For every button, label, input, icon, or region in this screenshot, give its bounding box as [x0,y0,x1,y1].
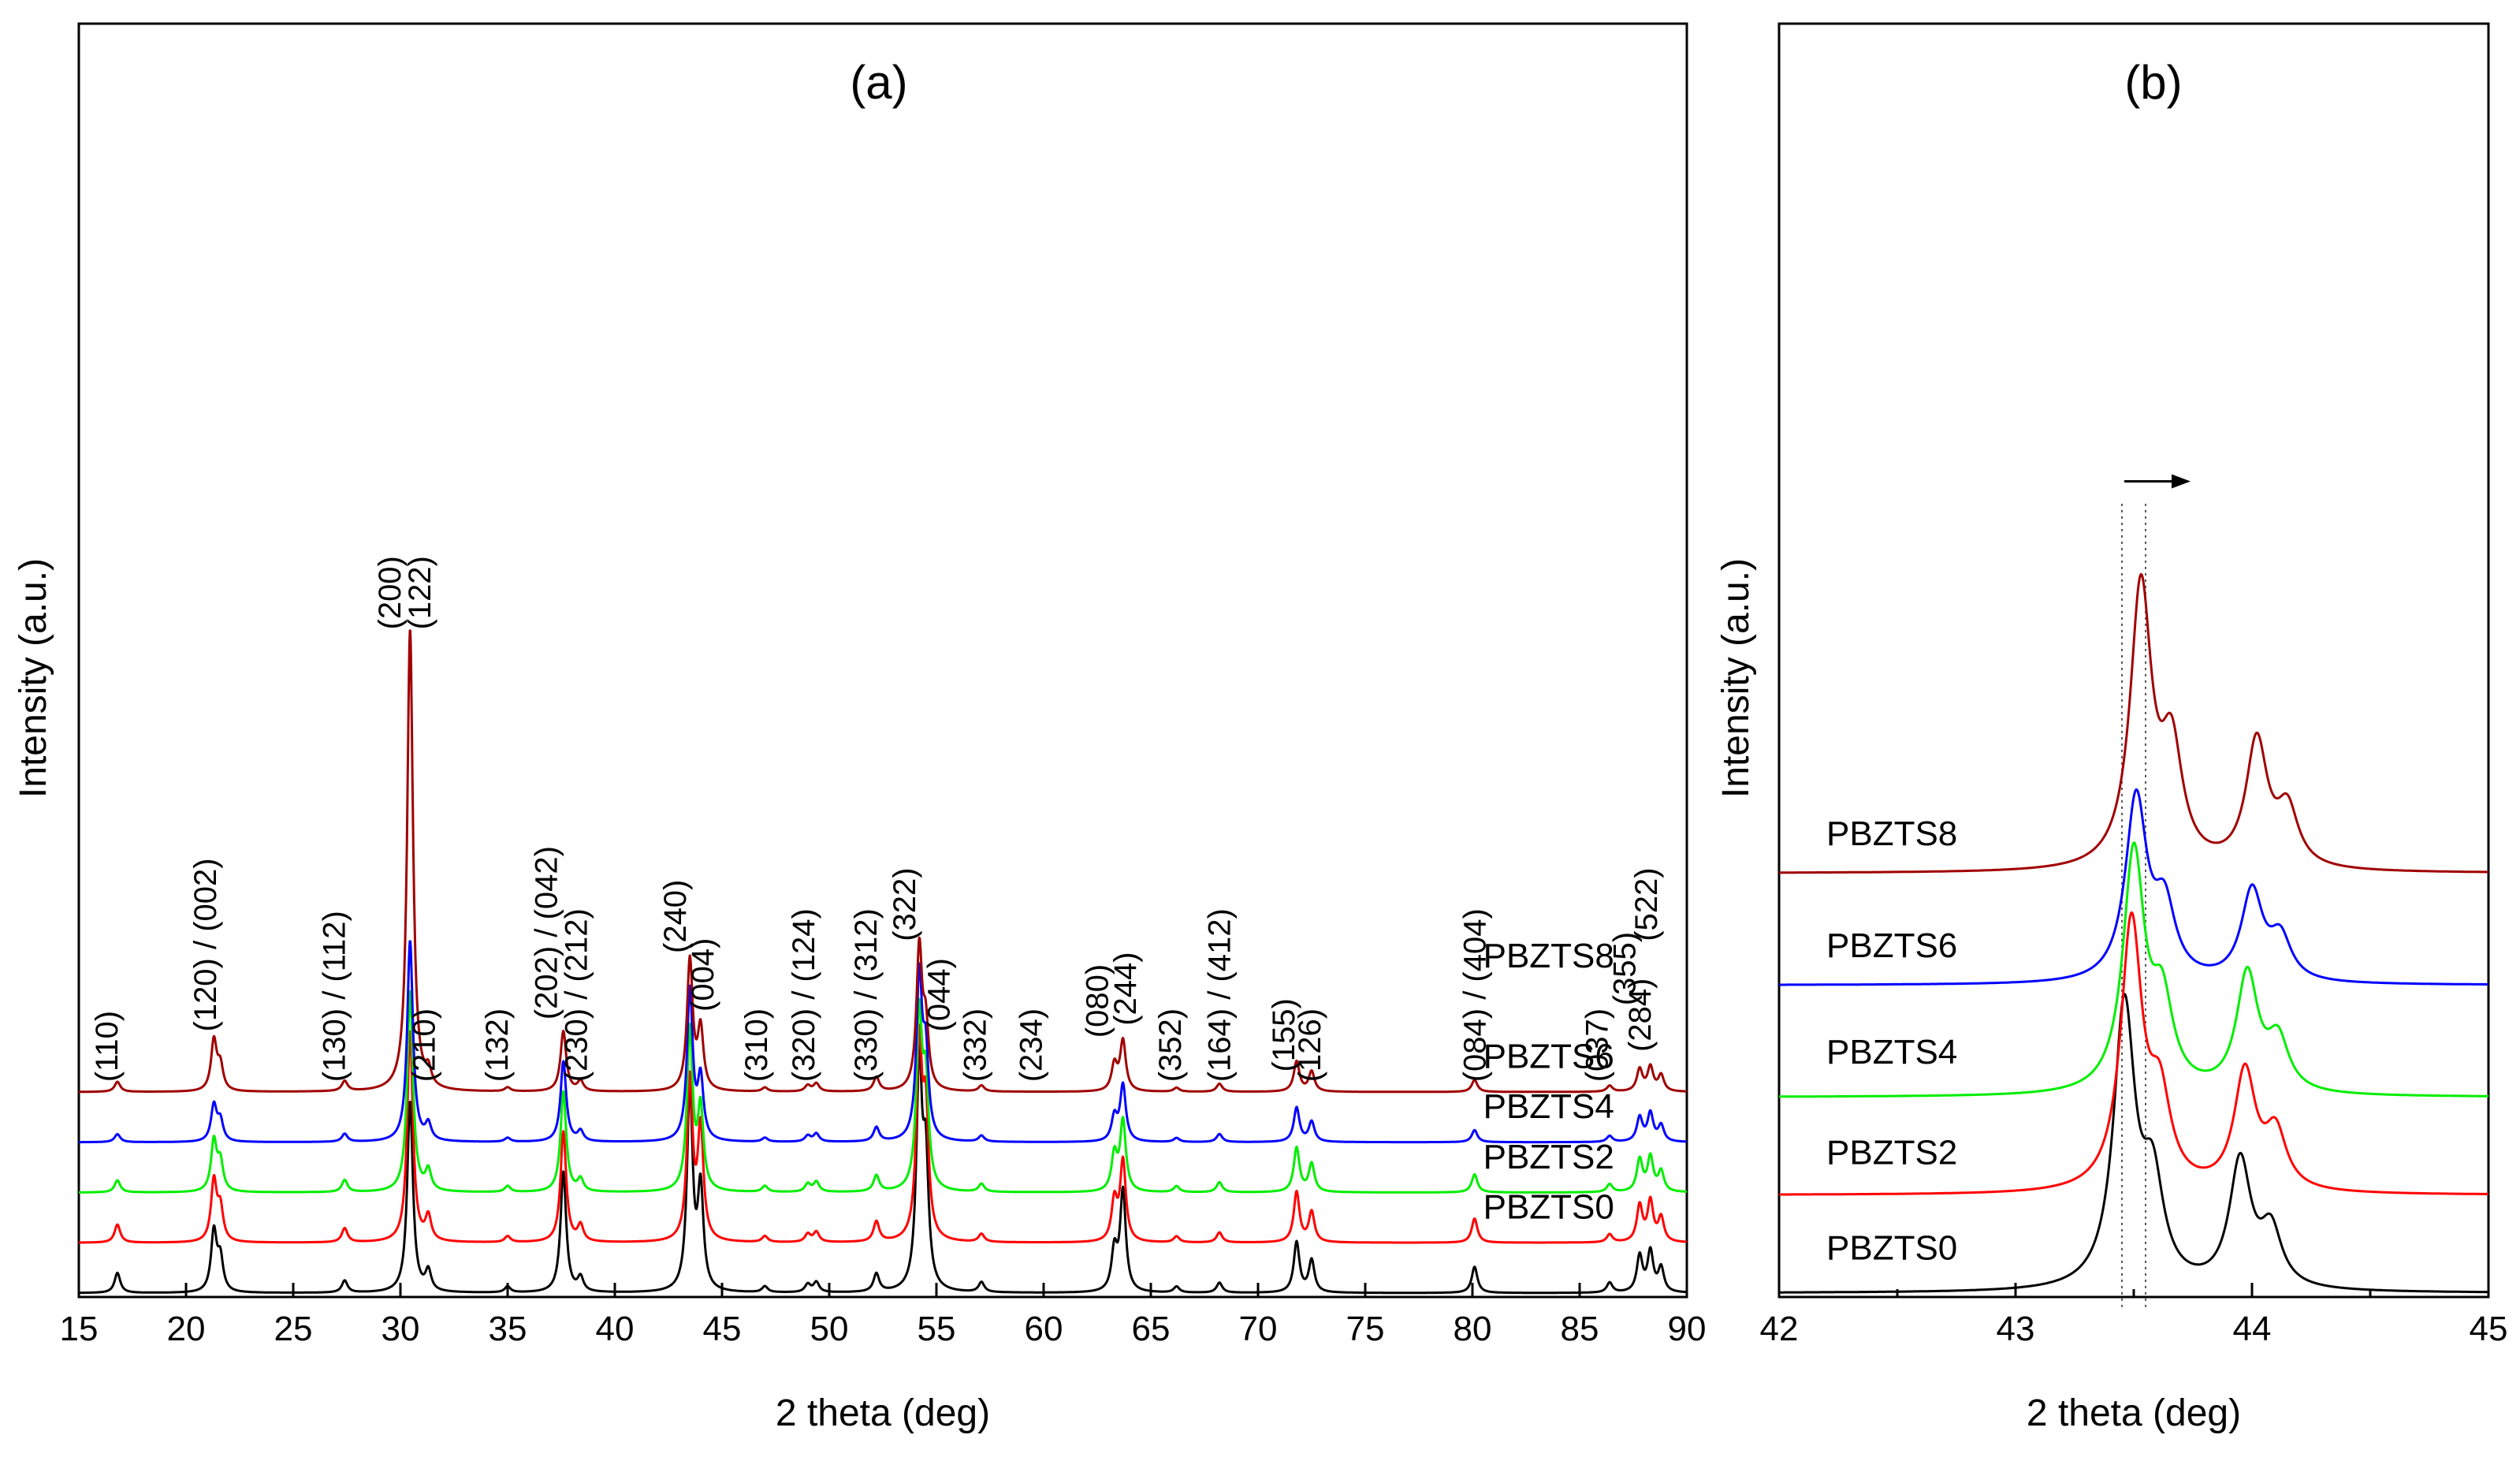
x-tick-label: 44 [2233,1310,2272,1348]
peak-annotation: (332) [958,1008,993,1082]
sample-label: PBZTS2 [1483,1138,1614,1176]
panel-a-x-ticks: 15 20 25 30 35 40 45 50 55 60 65 70 75 80 85 90 [60,1283,1707,1348]
sample-label: PBZTS8 [1826,814,1957,853]
peak-annotation: (230) / (212) [560,908,594,1082]
x-tick-label: 45 [2470,1310,2508,1348]
trace-pbzts6 [1778,788,2489,986]
panel-a: 15 20 25 30 35 40 45 50 55 60 65 70 75 80 85 90 (110)(1… [13,22,1707,1434]
trace-pbzts4 [1778,841,2489,1098]
panel-b-x-axis-title: 2 theta (deg) [2027,1392,2241,1434]
x-tick-label: 45 [703,1310,742,1348]
x-tick-label: 65 [1132,1310,1171,1348]
x-tick-label: 75 [1346,1310,1385,1348]
peak-annotation: (355) [1608,932,1643,1005]
peak-annotation: (126) [1293,1008,1327,1082]
peak-annotation: (352) [1153,1008,1188,1082]
peak-annotation: (234) [1014,1008,1048,1082]
peak-annotation: (155) [1267,998,1301,1072]
panel-b-x-ticks: 42 43 44 45 [1760,1283,2508,1348]
peak-annotation: (320) / (124) [787,908,821,1082]
panel-b-traces [1778,572,2489,1294]
sample-label: PBZTS4 [1483,1087,1614,1126]
peak-annotation: (240) [658,880,693,953]
x-tick-label: 55 [918,1310,956,1348]
peak-annotation: (284) [1623,978,1658,1052]
panel-a-sample-labels: PBZTS8 PBZTS6 PBZTS4 PBZTS2 PBZTS0 [1483,937,1614,1227]
panel-b-reference-lines [2121,503,2146,1307]
x-tick-label: 42 [1760,1310,1799,1348]
trace-pbzts8 [1778,572,2489,874]
x-tick-label: 20 [167,1310,206,1348]
panel-a-x-axis-title: 2 theta (deg) [776,1392,990,1434]
sample-label: PBZTS6 [1826,926,1957,965]
sample-label: PBZTS6 [1483,1037,1614,1075]
peak-annotation: (037) [1580,1008,1614,1082]
panel-b-shift-arrow [2124,474,2191,489]
panel-b-sample-labels: PBZTS8 PBZTS6 PBZTS4 PBZTS2 PBZTS0 [1826,814,1957,1267]
panel-b: 42 43 44 45 PBZTS8PBZTS6PBZTS4PBZTS2PBZTS0 … [1715,22,2508,1434]
trace-pbzts2 [78,1023,1688,1244]
panel-b-y-axis-title: Intensity (a.u.) [1715,558,1757,798]
sample-label: PBZTS0 [1483,1188,1614,1227]
x-tick-label: 40 [596,1310,635,1348]
peak-annotation: (330) / (312) [849,908,884,1082]
panel-b-label: (b) [2124,56,2182,109]
peak-annotation: (244) [1108,952,1143,1025]
sample-label: PBZTS2 [1826,1134,1957,1172]
trace-pbzts4 [78,990,1688,1194]
peak-annotation: (004) [686,938,720,1012]
x-tick-label: 15 [60,1310,99,1348]
peak-annotation: (310) [739,1008,774,1082]
peak-annotation: (122) [403,556,437,629]
peak-annotation: (130) / (112) [317,911,352,1082]
trace-pbzts0 [1778,993,2489,1294]
x-tick-label: 25 [274,1310,313,1348]
peak-annotation: (080) [1081,964,1115,1038]
x-tick-label: 70 [1239,1310,1278,1348]
panel-a-label: (a) [850,56,907,109]
peak-annotation: (200) [373,556,408,629]
x-tick-label: 43 [1997,1310,2035,1348]
panel-a-plot-frame [77,22,1688,1299]
peak-annotation: (120) / (002) [188,858,223,1031]
panel-a-traces [78,629,1688,1295]
sample-label: PBZTS8 [1483,937,1614,975]
peak-annotation: (164) / (412) [1203,908,1238,1082]
x-tick-label: 50 [810,1310,849,1348]
x-tick-label: 35 [489,1310,527,1348]
x-tick-label: 90 [1668,1310,1707,1348]
peak-annotation: (110) [90,1011,125,1082]
peak-annotation: (522) [1629,867,1664,941]
peak-annotation: (084) / (404) [1457,908,1492,1082]
peak-annotation: (210) [408,1008,442,1082]
x-tick-label: 30 [382,1310,420,1348]
trace-pbzts2 [1778,911,2489,1196]
x-tick-label: 80 [1454,1310,1492,1348]
peak-annotation: (202) / (042) [530,846,564,1019]
peak-annotation: (044) [921,958,956,1031]
panel-a-y-axis-title: Intensity (a.u.) [13,558,54,798]
trace-pbzts0 [78,1043,1688,1295]
trace-pbzts8 [78,629,1688,1094]
sample-label: PBZTS4 [1826,1033,1957,1072]
x-tick-label: 60 [1025,1310,1063,1348]
sample-label: PBZTS0 [1826,1228,1957,1267]
peak-annotation: (132) [480,1008,515,1082]
peak-annotation: (322) [888,867,922,941]
trace-pbzts6 [78,940,1688,1144]
x-tick-label: 85 [1561,1310,1599,1348]
arrow-head [2172,474,2191,489]
panel-a-peak-annotations: (110) (120) / (002) (130) / (112) (200)(122… [90,556,1664,1082]
